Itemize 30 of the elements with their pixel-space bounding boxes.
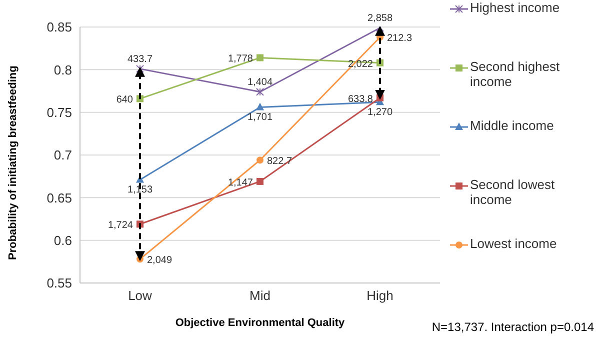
legend-label: Second highest income (470, 59, 561, 89)
x-tick-label: Mid (250, 288, 270, 304)
x-axis-title: Objective Environmental Quality (175, 317, 346, 329)
annotation: 1,153 (127, 184, 153, 196)
annotation: 1,270 (367, 107, 393, 118)
annotation: 2,858 (367, 12, 393, 24)
annotation: 1,724 (108, 220, 134, 232)
annotation: 2,049 (147, 255, 172, 266)
legend-label: Second lowest income (470, 177, 556, 207)
legend-label: Lowest income (470, 236, 557, 251)
legend-label: Middle income (470, 118, 554, 133)
text: N=13,737. Interaction p=0.014 (432, 320, 594, 334)
annotation: 212.3 (387, 33, 412, 44)
y-axis-title: Probability of initiating breastfeeding (6, 66, 19, 260)
annotation: 633.8 (348, 94, 374, 105)
x-tick-label: Low (128, 288, 153, 304)
annotation: 1,404 (247, 76, 273, 88)
y-tick-label: 0.85 (46, 20, 72, 35)
y-tick-label: 0.8 (54, 62, 72, 78)
y-tick-label: 0.6 (54, 232, 72, 248)
y-tick-label: 0.65 (46, 190, 72, 206)
y-tick-label: 0.7 (54, 148, 72, 163)
annotation: 640 (116, 94, 134, 106)
y-tick-label: 0.55 (46, 276, 72, 291)
annotation: 433.7 (127, 54, 153, 65)
annotation: 1,701 (247, 112, 273, 124)
x-tick-label: High (366, 288, 394, 304)
legend-label: Highest income (470, 0, 560, 15)
annotation: 1,778 (228, 54, 254, 65)
y-tick-label: 0.75 (46, 104, 72, 120)
